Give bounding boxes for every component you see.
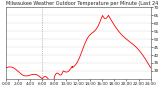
Text: Milwaukee Weather Outdoor Temperature per Minute (Last 24 Hours): Milwaukee Weather Outdoor Temperature pe… xyxy=(6,1,160,6)
